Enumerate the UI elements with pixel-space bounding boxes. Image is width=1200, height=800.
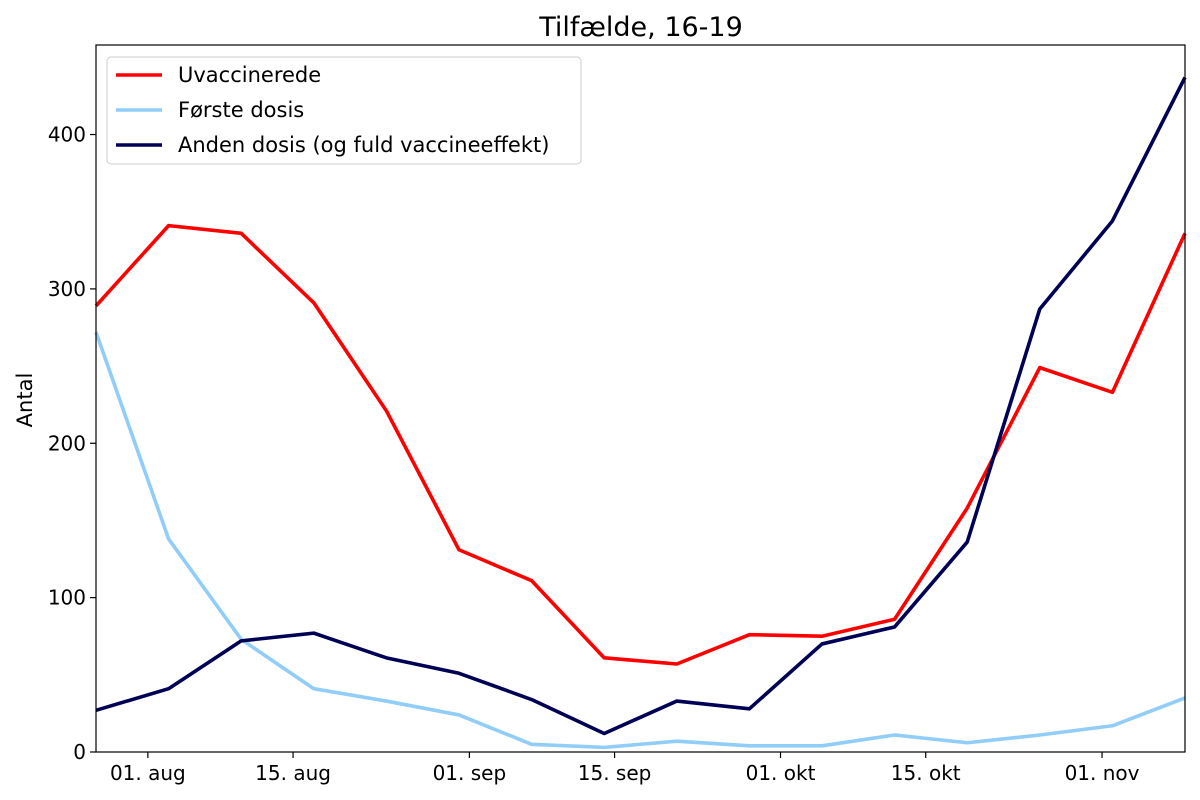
y-axis: 0 100 200 300 400 [48, 123, 96, 764]
x-tick-label: 01. okt [746, 761, 816, 785]
y-tick-label: 100 [48, 586, 86, 610]
x-tick-label: 01. nov [1065, 761, 1140, 785]
y-tick-label: 300 [48, 277, 86, 301]
x-tick-label: 01. sep [433, 761, 507, 785]
y-axis-label: Antal [13, 373, 37, 428]
series-line-0 [94, 223, 1187, 666]
x-tick-label: 15. aug [255, 761, 331, 785]
y-tick-label: 400 [48, 123, 86, 147]
x-tick-label: 15. okt [891, 761, 961, 785]
series-line-1 [94, 331, 1186, 750]
series-line-2 [95, 76, 1187, 736]
legend: Uvaccinerede Første dosis Anden dosis (og … [106, 56, 582, 165]
legend-label-2: Anden dosis (og fuld vaccineeffekt) [178, 133, 549, 157]
y-tick-label: 200 [48, 431, 86, 455]
y-tick-label: 0 [73, 740, 86, 764]
legend-label-1: Første dosis [178, 98, 304, 122]
chart-title: Tilfælde, 16-19 [538, 12, 743, 43]
plot-area: 01. aug 15. aug 01. sep 15. sep 01. okt 15. o… [48, 44, 1187, 785]
x-axis: 01. aug 15. aug 01. sep 15. sep 01. okt 15. o… [110, 752, 1140, 785]
x-tick-label: 01. aug [110, 761, 186, 785]
series-layer [94, 76, 1187, 750]
legend-label-0: Uvaccinerede [178, 63, 321, 87]
x-tick-label: 15. sep [578, 761, 652, 785]
plot-frame [95, 44, 1186, 753]
legend-box [106, 56, 582, 165]
